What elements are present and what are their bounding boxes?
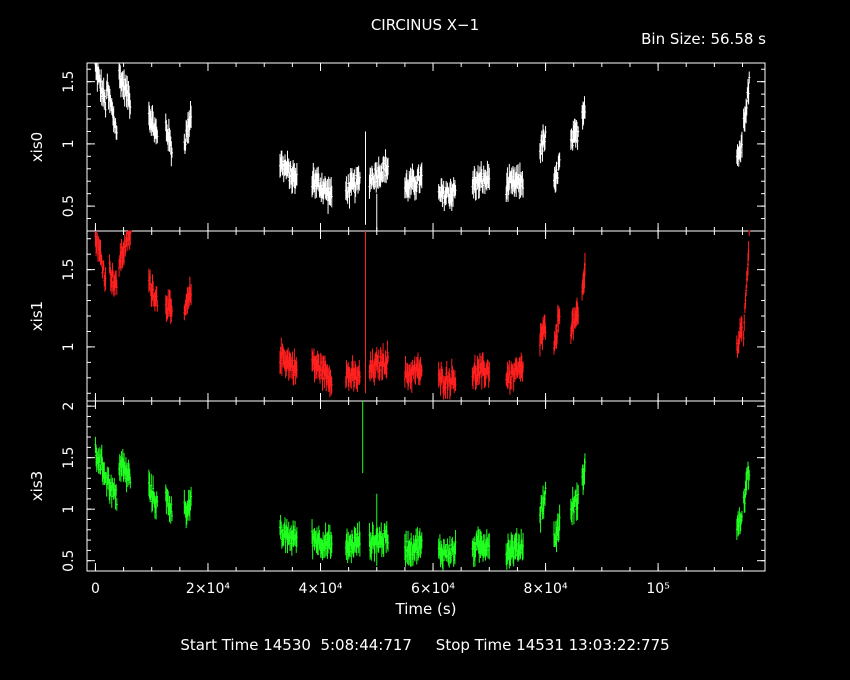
panel-frame-xis0: [86, 62, 766, 232]
y-tick-label-xis1: 1: [61, 342, 77, 351]
y-tick-label-xis3: 1: [61, 505, 77, 514]
bin-size-label: Bin Size: 56.58 s: [641, 30, 766, 48]
y-tick-label-xis3: 0.5: [61, 550, 77, 572]
y-tick-label-xis3: 2: [61, 402, 77, 411]
y-axis-label-xis0: xis0: [28, 132, 46, 162]
x-tick-label: 6×10⁴: [411, 581, 455, 597]
y-tick-label-xis0: 1: [61, 139, 77, 148]
x-tick-label: 10⁵: [646, 581, 669, 597]
time-range-footer: Start Time 14530 5:08:44:717 Stop Time 1…: [180, 636, 670, 654]
y-tick-label-xis0: 1.5: [61, 71, 77, 93]
chart-title: CIRCINUS X−1: [370, 16, 480, 34]
y-tick-label-xis3: 1.5: [61, 447, 77, 469]
x-tick-label: 8×10⁴: [524, 581, 568, 597]
y-tick-label-xis1: 1.5: [61, 259, 77, 281]
x-tick-label: 4×10⁴: [298, 581, 342, 597]
x-tick-label: 2×10⁴: [186, 581, 230, 597]
x-axis-label: Time (s): [395, 600, 457, 618]
y-tick-label-xis0: 0.5: [61, 195, 77, 217]
y-axis-label-xis1: xis1: [28, 301, 46, 331]
panel-frame-xis1: [86, 230, 766, 402]
panel-frame-xis3: [86, 400, 766, 572]
y-axis-label-xis3: xis3: [28, 471, 46, 501]
x-tick-label: 0: [91, 581, 100, 597]
